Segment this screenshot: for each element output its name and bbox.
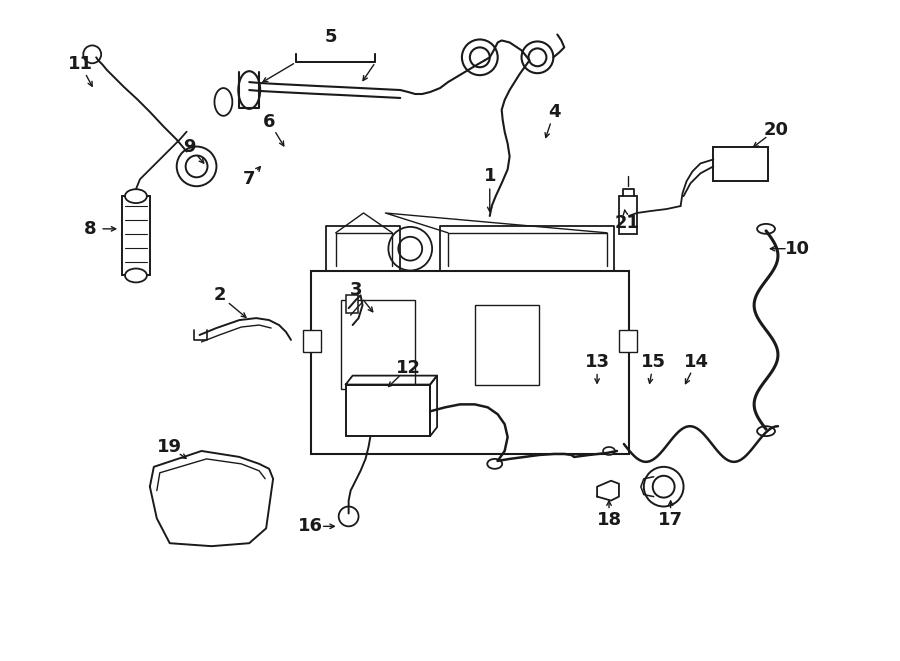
Bar xyxy=(714,147,768,181)
Circle shape xyxy=(338,506,358,526)
Text: 5: 5 xyxy=(325,28,337,46)
Text: 20: 20 xyxy=(763,121,788,139)
Circle shape xyxy=(84,46,101,63)
Bar xyxy=(475,305,539,385)
Circle shape xyxy=(389,227,432,270)
Circle shape xyxy=(652,476,675,498)
Ellipse shape xyxy=(757,224,775,234)
Ellipse shape xyxy=(125,189,147,203)
Text: 9: 9 xyxy=(184,137,196,155)
Text: 11: 11 xyxy=(68,56,93,73)
Text: 3: 3 xyxy=(349,282,362,299)
Text: 19: 19 xyxy=(158,438,182,456)
Text: 16: 16 xyxy=(299,518,323,535)
Bar xyxy=(619,330,637,352)
Text: 14: 14 xyxy=(684,353,709,371)
Bar xyxy=(346,385,430,436)
Text: 6: 6 xyxy=(263,113,275,131)
Text: 7: 7 xyxy=(243,171,256,188)
Circle shape xyxy=(470,48,490,67)
Ellipse shape xyxy=(125,268,147,282)
Bar xyxy=(310,270,629,454)
Bar xyxy=(346,295,357,313)
Ellipse shape xyxy=(487,459,502,469)
Circle shape xyxy=(399,237,422,260)
Text: 17: 17 xyxy=(658,512,683,529)
Circle shape xyxy=(185,155,208,177)
Text: 13: 13 xyxy=(585,353,609,371)
Circle shape xyxy=(644,467,683,506)
Text: 8: 8 xyxy=(84,220,96,238)
Ellipse shape xyxy=(757,426,775,436)
Bar xyxy=(303,330,320,352)
Text: 15: 15 xyxy=(641,353,666,371)
Text: 2: 2 xyxy=(213,286,226,304)
Text: 21: 21 xyxy=(615,214,639,232)
Text: 18: 18 xyxy=(597,512,622,529)
Ellipse shape xyxy=(603,447,615,455)
Circle shape xyxy=(522,42,554,73)
Text: 1: 1 xyxy=(483,167,496,185)
Circle shape xyxy=(176,147,217,186)
Text: 10: 10 xyxy=(786,240,810,258)
Bar xyxy=(341,300,415,389)
Bar xyxy=(619,196,637,234)
Circle shape xyxy=(462,40,498,75)
Text: 4: 4 xyxy=(548,103,561,121)
Ellipse shape xyxy=(238,71,260,109)
Text: 12: 12 xyxy=(396,359,421,377)
Circle shape xyxy=(528,48,546,66)
Bar xyxy=(122,196,150,276)
Ellipse shape xyxy=(214,88,232,116)
